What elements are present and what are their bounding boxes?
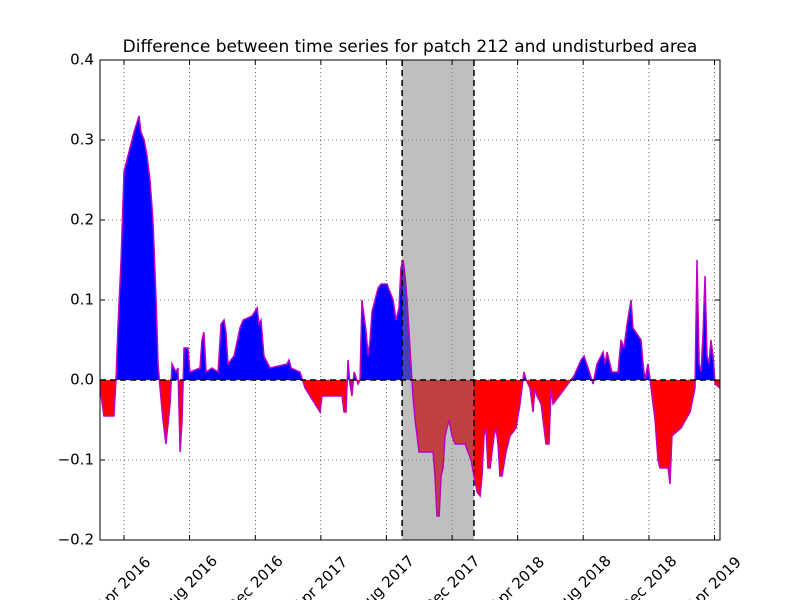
- x-tick-label: Apr 2017: [290, 553, 351, 600]
- x-tick-label: Apr 2016: [93, 553, 154, 600]
- negative-area: [100, 380, 720, 516]
- chart-title: Difference between time series for patch…: [123, 37, 698, 57]
- x-tick-label: Dec 2018: [617, 552, 681, 600]
- axes-frame: [99, 59, 721, 541]
- x-tick-label: Apr 2018: [487, 553, 548, 600]
- y-tick-label: 0.0: [70, 371, 94, 389]
- x-tick-label: Aug 2016: [157, 552, 221, 600]
- x-tick-label: Apr 2019: [683, 553, 744, 600]
- y-tick-label: −0.1: [58, 451, 94, 469]
- y-tick-label: −0.2: [58, 531, 94, 549]
- x-tick-label: Aug 2017: [354, 552, 418, 600]
- x-tick-label: Dec 2017: [420, 552, 484, 600]
- difference-line: [100, 115, 720, 517]
- y-tick-label: 0.3: [70, 131, 94, 149]
- positive-area: [100, 116, 720, 380]
- y-tick-label: 0.2: [70, 211, 94, 229]
- x-tick-label: Dec 2016: [223, 552, 287, 600]
- y-tick-label: 0.1: [70, 291, 94, 309]
- x-tick-label: Aug 2018: [551, 552, 615, 600]
- highlight-span: [402, 60, 474, 540]
- y-tick-label: 0.4: [70, 51, 94, 69]
